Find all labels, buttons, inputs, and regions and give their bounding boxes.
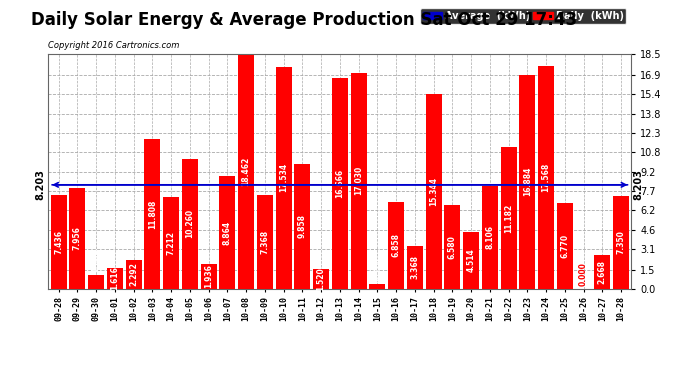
Bar: [70, 188, 86, 289]
Text: 1.616: 1.616: [110, 267, 119, 291]
Text: 6.580: 6.580: [448, 235, 457, 259]
Bar: [426, 94, 442, 289]
Text: 1.084: 1.084: [92, 248, 101, 272]
Text: 11.808: 11.808: [148, 199, 157, 229]
Bar: [557, 203, 573, 289]
Bar: [388, 202, 404, 289]
Bar: [613, 196, 629, 289]
Bar: [463, 231, 479, 289]
Text: Copyright 2016 Cartronics.com: Copyright 2016 Cartronics.com: [48, 41, 179, 50]
Text: 1.936: 1.936: [204, 264, 213, 288]
Text: 8.864: 8.864: [223, 220, 232, 245]
Bar: [351, 73, 366, 289]
Text: 1.520: 1.520: [317, 267, 326, 291]
Bar: [482, 186, 497, 289]
Bar: [444, 206, 460, 289]
Text: 16.666: 16.666: [335, 169, 344, 198]
Bar: [520, 75, 535, 289]
Text: 2.668: 2.668: [598, 260, 607, 284]
Text: 0.378: 0.378: [373, 256, 382, 281]
Text: 3.368: 3.368: [411, 255, 420, 279]
Bar: [369, 284, 385, 289]
Text: 7.956: 7.956: [73, 226, 82, 250]
Bar: [219, 177, 235, 289]
Text: 11.182: 11.182: [504, 203, 513, 232]
Bar: [107, 268, 123, 289]
Text: 4.514: 4.514: [466, 248, 475, 272]
Text: 17.568: 17.568: [542, 163, 551, 192]
Bar: [126, 260, 141, 289]
Text: 17.030: 17.030: [354, 166, 363, 195]
Bar: [144, 139, 160, 289]
Text: 7.436: 7.436: [54, 230, 63, 254]
Bar: [295, 164, 310, 289]
Legend: Average  (kWh), Daily  (kWh): Average (kWh), Daily (kWh): [420, 8, 627, 24]
Text: 7.368: 7.368: [260, 230, 269, 254]
Bar: [201, 264, 217, 289]
Text: 18.462: 18.462: [241, 157, 250, 186]
Text: 7.212: 7.212: [166, 231, 175, 255]
Text: 6.770: 6.770: [560, 234, 569, 258]
Bar: [594, 255, 610, 289]
Bar: [238, 55, 254, 289]
Text: 10.260: 10.260: [186, 209, 195, 238]
Text: 8.203: 8.203: [35, 170, 46, 200]
Text: 15.344: 15.344: [429, 177, 438, 206]
Bar: [313, 270, 329, 289]
Text: 0.000: 0.000: [579, 262, 588, 286]
Text: 7.350: 7.350: [617, 230, 626, 254]
Bar: [257, 195, 273, 289]
Bar: [538, 66, 554, 289]
Text: 9.858: 9.858: [298, 214, 307, 238]
Bar: [275, 67, 292, 289]
Text: 2.292: 2.292: [129, 262, 138, 286]
Text: 6.858: 6.858: [391, 233, 401, 257]
Bar: [500, 147, 517, 289]
Bar: [182, 159, 198, 289]
Bar: [50, 195, 66, 289]
Bar: [163, 197, 179, 289]
Bar: [88, 275, 104, 289]
Text: 8.106: 8.106: [485, 225, 494, 249]
Text: Daily Solar Energy & Average Production Sat Oct 29 17:43: Daily Solar Energy & Average Production …: [30, 11, 577, 29]
Text: 16.884: 16.884: [523, 167, 532, 196]
Bar: [332, 78, 348, 289]
Bar: [407, 246, 423, 289]
Text: 8.203: 8.203: [633, 170, 643, 200]
Text: 17.534: 17.534: [279, 163, 288, 192]
